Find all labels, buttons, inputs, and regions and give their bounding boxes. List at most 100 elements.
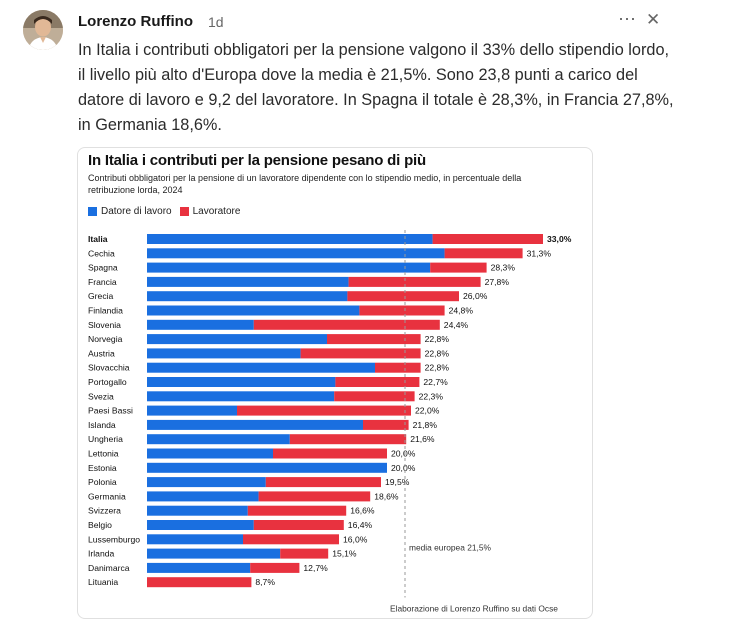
value-label: 20,0% xyxy=(391,463,416,473)
bar-employee xyxy=(348,276,481,287)
bar-employee xyxy=(347,291,459,302)
value-label: 26,0% xyxy=(463,291,488,301)
value-label: 16,4% xyxy=(348,520,373,530)
category-label: Lituania xyxy=(88,577,118,587)
category-label: Francia xyxy=(88,277,117,287)
category-label: Germania xyxy=(88,491,126,501)
chart-legend: Datore di lavoro Lavoratore xyxy=(88,206,248,217)
bar-employer xyxy=(147,419,363,430)
category-label: Slovenia xyxy=(88,320,121,330)
bar-employer xyxy=(147,562,251,573)
value-label: 20,0% xyxy=(391,449,416,459)
category-label: Lussemburgo xyxy=(88,534,140,544)
category-label: Polonia xyxy=(88,477,117,487)
bar-employer xyxy=(147,319,254,330)
legend-item-employer: Datore di lavoro xyxy=(88,206,172,217)
category-label: Finlandia xyxy=(88,306,123,316)
bar-employee xyxy=(243,534,339,545)
bar-employee xyxy=(432,234,543,244)
bar-employer xyxy=(147,348,301,359)
bar-employee xyxy=(147,577,252,588)
bar-employer xyxy=(147,248,445,259)
post-time: 1d xyxy=(208,14,224,30)
value-label: 15,1% xyxy=(332,549,357,559)
bar-employee xyxy=(375,362,421,373)
bar-employee xyxy=(258,491,371,502)
legend-swatch-employee xyxy=(179,207,189,216)
category-label: Svezia xyxy=(88,391,114,401)
author-name[interactable]: Lorenzo Ruffino xyxy=(78,13,193,30)
value-label: 22,8% xyxy=(425,334,450,344)
legend-label-employee: Lavoratore xyxy=(192,206,241,217)
bar-employer xyxy=(147,291,348,302)
bar-employee xyxy=(327,334,421,345)
value-label: 16,0% xyxy=(343,534,368,544)
bar-employer xyxy=(147,491,259,502)
bar-employer xyxy=(147,262,431,273)
bar-employer xyxy=(147,377,336,387)
category-label: Cechia xyxy=(88,248,115,258)
bar-employee xyxy=(265,477,381,488)
bar-chart: Italia 33,0% Cechia 31,3% Spagna 28,3% Francia… xyxy=(88,230,572,614)
category-label: Slovacchia xyxy=(88,363,130,373)
value-label: 18,6% xyxy=(374,491,399,501)
avatar[interactable] xyxy=(23,10,63,50)
category-label: Lettonia xyxy=(88,449,119,459)
value-label: 27,8% xyxy=(485,277,510,287)
value-label: 8,7% xyxy=(255,577,275,587)
bar-employer xyxy=(147,405,237,416)
bar-employer xyxy=(147,276,349,287)
bar-employer xyxy=(147,391,335,402)
close-icon[interactable]: ✕ xyxy=(646,10,661,29)
category-label: Danimarca xyxy=(88,563,130,573)
value-label: 19,5% xyxy=(385,477,410,487)
bar-employee xyxy=(335,377,420,387)
category-label: Estonia xyxy=(88,463,117,473)
chart-subtitle: Contributi obbligatori per la pensione d… xyxy=(88,173,522,195)
bar-employer xyxy=(147,305,360,316)
value-label: 24,4% xyxy=(444,320,469,330)
bar-employee xyxy=(273,448,387,459)
bar-employer xyxy=(147,548,281,559)
category-label: Irlanda xyxy=(88,549,114,559)
bar-employer xyxy=(147,362,375,373)
bar-employee xyxy=(250,562,300,573)
bar-employee xyxy=(253,319,440,330)
bar-employer xyxy=(147,520,254,530)
category-label: Italia xyxy=(88,234,108,244)
category-label: Spagna xyxy=(88,263,118,273)
value-label: 22,0% xyxy=(415,406,440,416)
value-label: 12,7% xyxy=(303,563,328,573)
chart-card[interactable]: In Italia i contributi per la pensione p… xyxy=(77,147,593,619)
average-label: media europea 21,5% xyxy=(409,543,491,553)
value-label: 28,3% xyxy=(491,263,516,273)
bar-employee xyxy=(363,419,409,430)
category-label: Ungheria xyxy=(88,434,123,444)
more-horizontal-icon[interactable]: ⋯ xyxy=(618,9,636,29)
bar-employer xyxy=(147,477,266,488)
bar-employer xyxy=(147,434,290,445)
value-label: 21,6% xyxy=(410,434,435,444)
bar-employer xyxy=(147,505,248,516)
source-text: Elaborazione di Lorenzo Ruffino su dati … xyxy=(390,604,558,614)
bar-employer xyxy=(147,234,433,244)
chart-title: In Italia i contributi per la pensione p… xyxy=(88,152,426,169)
value-label: 24,8% xyxy=(449,306,474,316)
bar-employee xyxy=(289,434,407,445)
value-label: 16,6% xyxy=(350,506,375,516)
value-label: 31,3% xyxy=(527,248,552,258)
value-label: 22,8% xyxy=(425,348,450,358)
category-label: Islanda xyxy=(88,420,116,430)
bar-employee xyxy=(334,391,415,402)
bar-employee xyxy=(430,262,487,273)
bar-employee xyxy=(253,520,344,530)
bar-employer xyxy=(147,448,273,459)
category-label: Grecia xyxy=(88,291,114,301)
legend-label-employer: Datore di lavoro xyxy=(101,206,172,217)
post-text: In Italia i contributi obbligatori per l… xyxy=(78,41,674,134)
bar-employee xyxy=(359,305,445,316)
bar-employee xyxy=(280,548,329,559)
category-label: Portogallo xyxy=(88,377,127,387)
category-label: Paesi Bassi xyxy=(88,406,133,416)
bar-employee xyxy=(237,405,411,416)
